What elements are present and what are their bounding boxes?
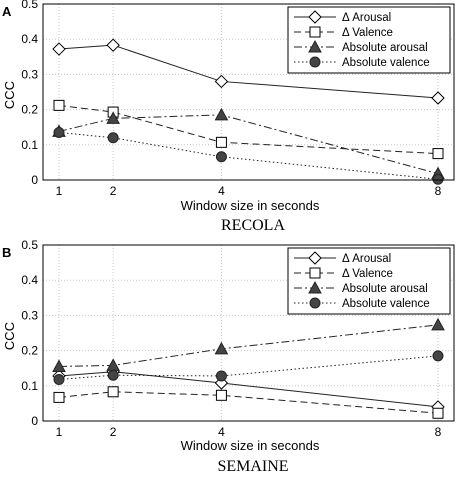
y-tick-label: 0.2 [21, 103, 38, 117]
panel-b-series [52, 317, 445, 419]
y-tick-label: 0.3 [21, 67, 38, 81]
data-point [53, 126, 65, 138]
panel-a-caption: RECOLA [221, 217, 285, 234]
legend-label: Absolute arousal [342, 42, 428, 54]
panel-a-x-ticks: 1 2 4 8 [56, 184, 442, 198]
legend-label: Δ Valence [342, 27, 393, 39]
panel-b-legend: Δ Arousal Δ Valence Absolute arousal Absolu… [287, 247, 451, 315]
y-tick-label: 0.4 [21, 32, 38, 46]
x-tick-label: 2 [110, 184, 117, 198]
legend-label: Δ Arousal [342, 253, 391, 265]
legend-marker [309, 26, 321, 38]
data-point [431, 91, 445, 105]
y-tick-label: 0.5 [21, 0, 38, 11]
legend-marker [309, 56, 321, 68]
y-tick-label: 0.5 [21, 238, 38, 252]
panel-b-plot-frame [42, 244, 455, 422]
legend-label: Absolute valence [342, 57, 430, 69]
y-tick-label: 0.1 [21, 138, 38, 152]
series-line [58, 355, 439, 380]
legend-marker [308, 39, 322, 53]
panel-a-letter: A [2, 4, 12, 19]
panel-b-x-ticks: 1 2 4 8 [56, 425, 442, 439]
panel-b-caption: SEMAINE [217, 458, 288, 475]
legend-label: Δ Valence [342, 268, 393, 280]
y-tick-label: 0.2 [21, 344, 38, 358]
panel-a-xlabel: Window size in seconds [181, 198, 320, 213]
data-point [214, 107, 229, 121]
legend-marker [308, 10, 322, 24]
data-point [432, 350, 444, 362]
x-tick-label: 8 [435, 184, 442, 198]
panel-a-legend: Δ Arousal Δ Valence Absolute arousal Absolu… [287, 6, 451, 74]
x-tick-label: 4 [218, 184, 225, 198]
panel-a-plot-frame [42, 3, 455, 181]
x-tick-label: 1 [56, 184, 63, 198]
y-tick-label: 0 [31, 173, 38, 187]
data-point [431, 317, 445, 331]
series-line [58, 104, 439, 155]
series-line [58, 114, 439, 175]
data-point [52, 42, 66, 56]
x-tick-label: 1 [56, 425, 63, 439]
data-point [432, 173, 444, 185]
x-tick-label: 8 [435, 425, 442, 439]
data-point [107, 386, 119, 398]
data-point [215, 370, 227, 382]
data-point [432, 407, 444, 419]
y-tick-label: 0.1 [21, 379, 38, 393]
panel-a-series [52, 38, 445, 185]
data-point [106, 38, 120, 52]
panel-b-y-ticks: 0 0.1 0.2 0.3 0.4 0.5 [21, 238, 38, 428]
legend-marker [308, 251, 322, 265]
series-line [58, 131, 439, 180]
data-point [106, 358, 120, 371]
panel-b: B CCC 0 0.1 0.2 0.3 0.4 0.5 1 2 4 8 Δ Arousal Δ V… [2, 238, 455, 475]
data-point [53, 373, 65, 385]
series-line [58, 324, 439, 367]
data-point [215, 151, 227, 163]
legend-label: Absolute valence [342, 298, 430, 310]
data-point [215, 389, 227, 401]
data-point [53, 99, 65, 111]
y-tick-label: 0.4 [21, 273, 38, 287]
legend-marker [309, 297, 321, 309]
y-tick-label: 0 [31, 414, 38, 428]
data-point [432, 148, 444, 160]
legend-marker [309, 267, 321, 279]
legend-label: Δ Arousal [342, 12, 391, 24]
panel-b-letter: B [2, 245, 11, 260]
panel-a: A CCC 0 0.1 0.2 0.3 0.4 0.5 1 2 4 8 Δ Arousal Δ V… [2, 0, 455, 234]
data-point [106, 111, 120, 124]
data-point [214, 341, 229, 355]
legend-marker [308, 280, 322, 294]
y-tick-label: 0.3 [21, 308, 38, 322]
data-point [107, 369, 119, 381]
data-point [215, 136, 227, 148]
data-point [52, 359, 66, 372]
panel-a-y-ticks: 0 0.1 0.2 0.3 0.4 0.5 [21, 0, 38, 187]
series-line [58, 44, 439, 99]
x-tick-label: 2 [110, 425, 117, 439]
data-point [53, 391, 65, 403]
x-tick-label: 4 [218, 425, 225, 439]
panel-b-xlabel: Window size in seconds [181, 438, 320, 453]
data-point [107, 132, 119, 144]
legend-label: Absolute arousal [342, 283, 428, 295]
panel-a-ylabel: CCC [2, 81, 17, 109]
data-point [214, 74, 229, 89]
series-line [58, 391, 439, 414]
series-line [58, 371, 439, 408]
panel-b-ylabel: CCC [2, 322, 17, 350]
